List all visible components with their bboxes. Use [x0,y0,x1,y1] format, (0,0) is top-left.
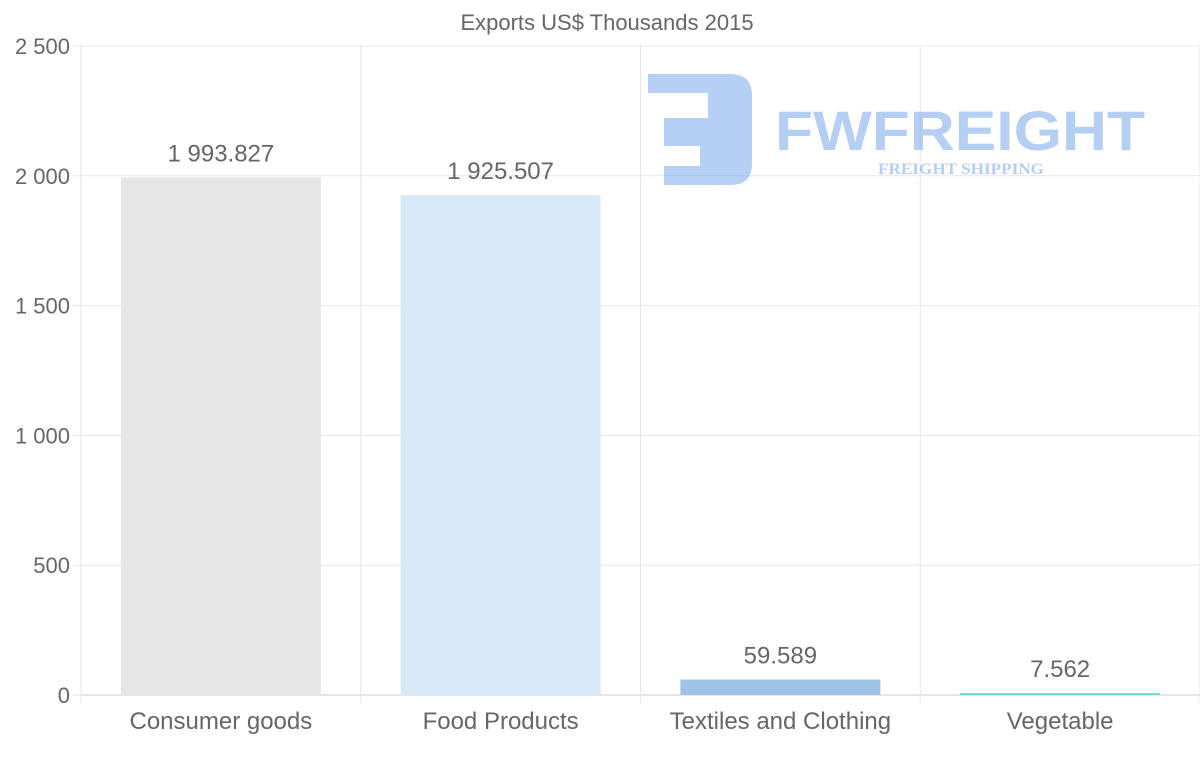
logo-mark-icon [648,74,752,185]
y-tick-label: 2 000 [15,164,70,189]
data-label: 1 925.507 [447,158,554,185]
y-tick-label: 0 [58,683,70,708]
x-tick-label: Consumer goods [129,708,312,735]
y-tick-label: 1 000 [15,423,70,448]
watermark-logo: FWFREIGHT FREIGHT SHIPPING [648,74,1145,185]
data-label: 7.562 [1030,656,1090,683]
x-tick-label: Textiles and Clothing [670,708,891,735]
y-tick-label: 1 500 [15,294,70,319]
data-label: 1 993.827 [167,140,274,167]
chart-title: Exports US$ Thousands 2015 [460,10,753,35]
bar-consumer-goods [120,177,321,695]
x-tick-label: Food Products [423,708,579,735]
x-tick-label: Vegetable [1007,708,1114,735]
y-tick-label: 2 500 [15,34,70,59]
y-tick-label: 500 [33,553,70,578]
watermark-brand: FWFREIGHT [775,99,1145,162]
bar-textiles-and-clothing [680,679,881,695]
bar-vegetable [960,693,1161,695]
bar-food-products [400,195,601,696]
watermark-tagline: FREIGHT SHIPPING [878,161,1045,178]
data-label: 59.589 [744,643,817,670]
